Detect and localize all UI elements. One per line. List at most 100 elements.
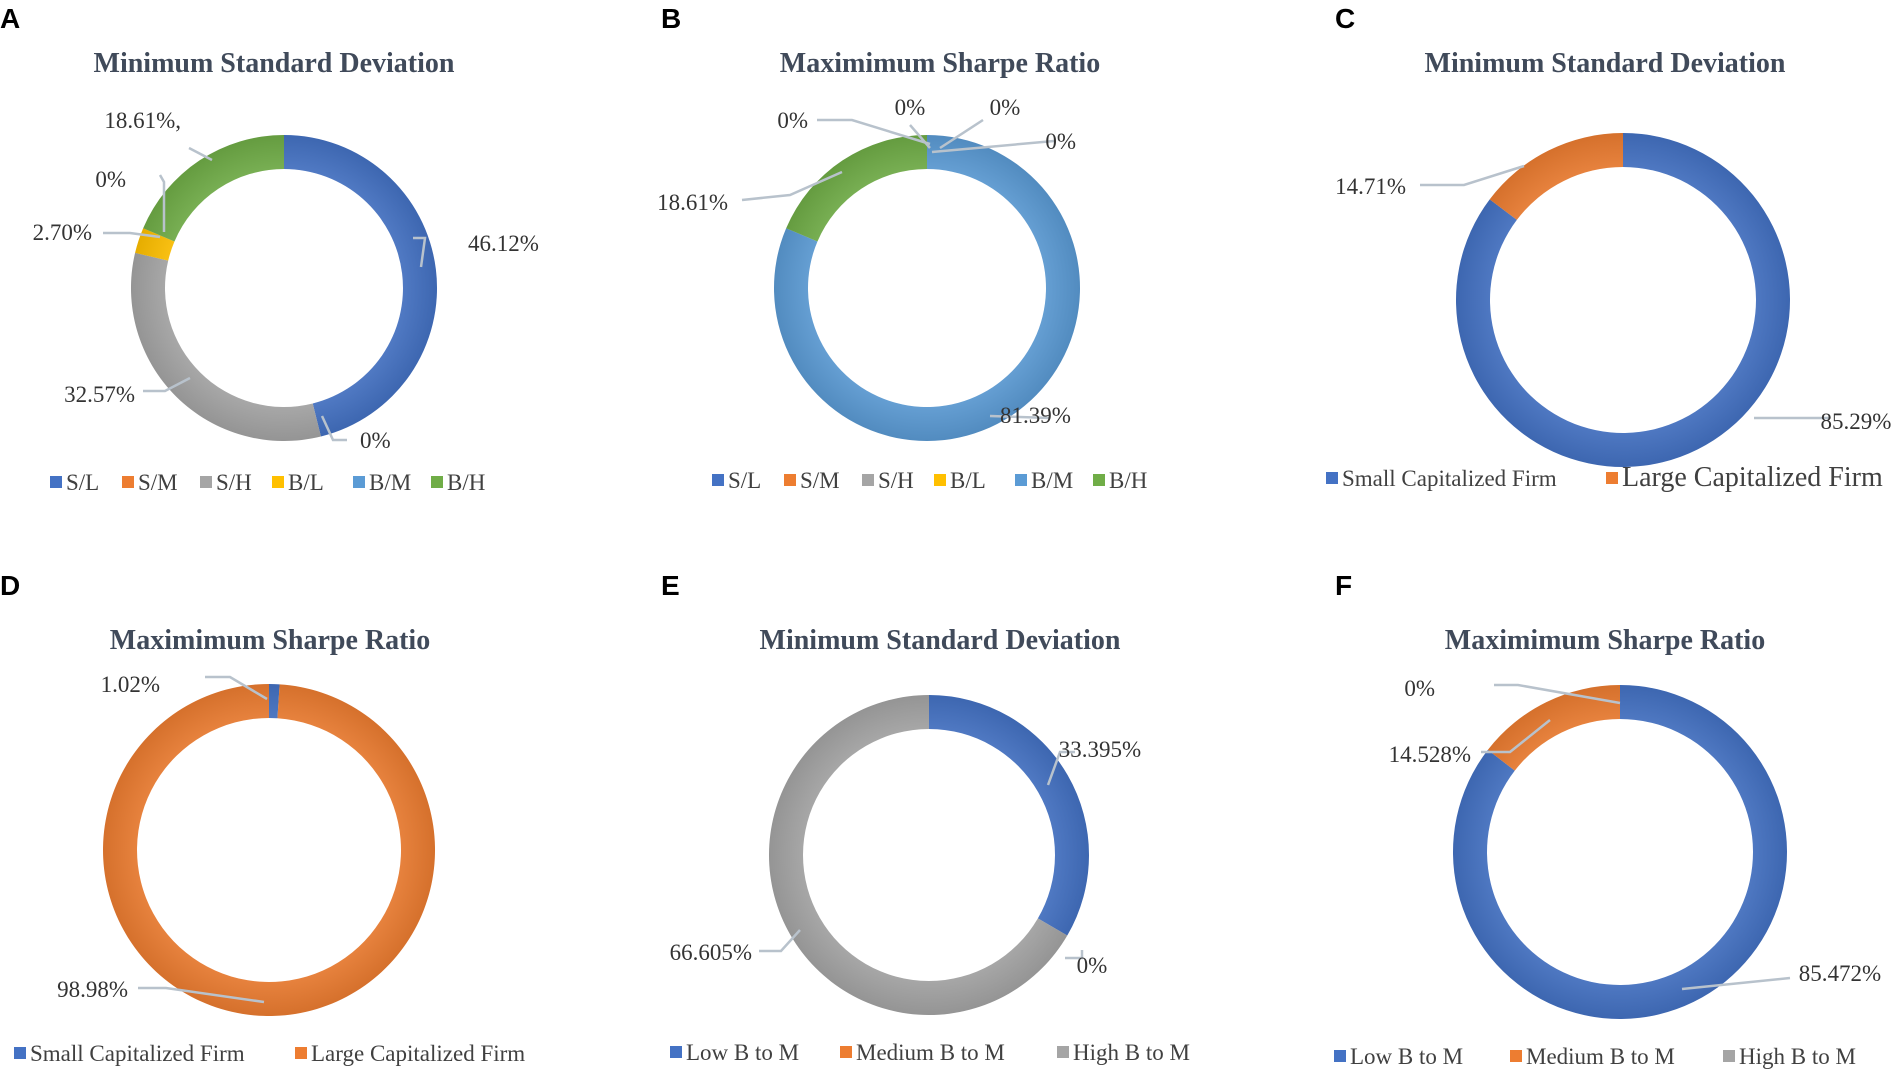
legend-label-s-m: S/M xyxy=(138,470,178,495)
donut-shading xyxy=(130,135,437,441)
legend-label-s-h: S/H xyxy=(216,470,252,495)
legend-label-medium-b-to-m: Medium B to M xyxy=(856,1040,1005,1065)
data-label-b-h: 18.61%, xyxy=(104,108,181,133)
data-label-medium-b-to-m: 14.528% xyxy=(1389,742,1471,767)
leader-line xyxy=(1481,719,1551,754)
legend-swatch-medium-b-to-m xyxy=(1510,1050,1522,1062)
legend-label-s-l: S/L xyxy=(66,470,99,495)
leader-line xyxy=(931,139,1055,154)
legend-swatch-s-l xyxy=(50,476,62,488)
leader-line xyxy=(817,118,931,146)
data-label-s-m: 0% xyxy=(360,428,391,453)
legend-label-large-capitalized-firm: Large Capitalized Firm xyxy=(1622,462,1883,493)
data-label-s-l: 0% xyxy=(895,95,926,120)
leader-line xyxy=(188,146,213,162)
chart-title: Maximimum Sharpe Ratio xyxy=(110,625,430,656)
data-label-b-m: 0% xyxy=(95,167,126,192)
legend-label-high-b-to-m: High B to M xyxy=(1739,1044,1856,1069)
legend-label-s-l: S/L xyxy=(728,468,761,493)
legend-label-b-m: B/M xyxy=(369,470,411,495)
legend-label-s-m: S/M xyxy=(800,468,840,493)
legend-swatch-s-m xyxy=(784,474,796,486)
legend-swatch-small-capitalized-firm xyxy=(1326,472,1338,484)
legend-swatch-large-capitalized-firm xyxy=(1606,472,1618,484)
legend-swatch-low-b-to-m xyxy=(670,1046,682,1058)
leader-line xyxy=(205,675,268,701)
legend-label-large-capitalized-firm: Large Capitalized Firm xyxy=(311,1041,525,1066)
legend-label-small-capitalized-firm: Small Capitalized Firm xyxy=(1342,466,1557,491)
data-label-b-m: 81.39% xyxy=(1000,403,1071,428)
chart-panel-a: A Minimum Standard Deviation 46.12% 0% 32.57… xyxy=(0,3,539,495)
data-label-b-l: 2.70% xyxy=(33,220,92,245)
legend-swatch-b-h xyxy=(431,476,443,488)
legend-label-low-b-to-m: Low B to M xyxy=(1350,1044,1463,1069)
leader-line xyxy=(1681,976,1791,991)
panel-letter-d: D xyxy=(0,570,20,601)
leader-line xyxy=(320,415,347,442)
legend-label-s-h: S/H xyxy=(878,468,914,493)
chart-title: Minimum Standard Deviation xyxy=(760,625,1121,656)
donut-shading xyxy=(1452,685,1787,1020)
leader-line xyxy=(939,118,984,150)
legend-label-small-capitalized-firm: Small Capitalized Firm xyxy=(30,1041,245,1066)
legend-swatch-s-m xyxy=(122,476,134,488)
data-label-low-b-to-m: 85.472% xyxy=(1799,961,1881,986)
legend-label-b-l: B/L xyxy=(288,470,324,495)
data-label-s-h: 32.57% xyxy=(64,382,135,407)
legend-swatch-low-b-to-m xyxy=(1334,1050,1346,1062)
data-label-high-b-to-m: 66.605% xyxy=(670,940,752,965)
legend-swatch-high-b-to-m xyxy=(1723,1050,1735,1062)
data-label-small-capitalized-firm: 1.02% xyxy=(101,672,160,697)
panel-letter-c: C xyxy=(1335,3,1355,34)
panel-letter-a: A xyxy=(0,3,20,34)
data-label-small-capitalized-firm: 85.29% xyxy=(1821,409,1892,434)
data-label-large-capitalized-firm: 98.98% xyxy=(57,977,128,1002)
legend-label-low-b-to-m: Low B to M xyxy=(686,1040,799,1065)
chart-title: Maximimum Sharpe Ratio xyxy=(1445,625,1765,656)
chart-panel-e: E Minimum Standard Deviation 33.395% 0% 66.6… xyxy=(661,570,1190,1065)
legend-swatch-s-l xyxy=(712,474,724,486)
leader-line xyxy=(1494,683,1621,705)
legend-label-b-h: B/H xyxy=(447,470,485,495)
chart-panel-c: C Minimum Standard Deviation 85.29% 14.71% S… xyxy=(1326,3,1891,493)
chart-title: Minimum Standard Deviation xyxy=(94,48,455,79)
leader-line xyxy=(1065,950,1084,960)
legend-swatch-medium-b-to-m xyxy=(840,1046,852,1058)
chart-panel-b: B Maximimum Sharpe Ratio 0% 0% 0% 0% 81.39% 18.… xyxy=(657,3,1147,493)
data-label-s-m: 0% xyxy=(990,95,1021,120)
panel-letter-e: E xyxy=(661,570,680,601)
legend-swatch-high-b-to-m xyxy=(1057,1046,1069,1058)
legend-label-b-l: B/L xyxy=(950,468,986,493)
legend-label-b-m: B/M xyxy=(1031,468,1073,493)
legend-swatch-s-h xyxy=(862,474,874,486)
legend-swatch-b-l xyxy=(272,476,284,488)
legend-swatch-b-h xyxy=(1093,474,1105,486)
data-label-large-capitalized-firm: 14.71% xyxy=(1335,174,1406,199)
data-label-low-b-to-m: 33.395% xyxy=(1059,737,1141,762)
leader-line xyxy=(1046,750,1075,786)
data-label-medium-b-to-m: 0% xyxy=(1077,953,1108,978)
legend-swatch-large-capitalized-firm xyxy=(295,1047,307,1059)
leader-line xyxy=(143,376,191,393)
legend-swatch-b-m xyxy=(1015,474,1027,486)
legend-label-b-h: B/H xyxy=(1109,468,1147,493)
leader-line xyxy=(138,986,265,1004)
legend-swatch-s-h xyxy=(200,476,212,488)
leader-line xyxy=(989,414,1051,420)
leader-line xyxy=(1420,164,1525,187)
legend-swatch-small-capitalized-firm xyxy=(14,1047,26,1059)
chart-panel-d: D Maximimum Sharpe Ratio 1.02% 98.98% Small … xyxy=(0,570,525,1066)
chart-title: Minimum Standard Deviation xyxy=(1425,48,1786,79)
leader-line xyxy=(103,231,161,239)
data-label-s-l: 46.12% xyxy=(468,231,539,256)
leader-line xyxy=(759,929,801,953)
legend-swatch-b-l xyxy=(934,474,946,486)
donut-shading xyxy=(1455,133,1790,467)
chart-title: Maximimum Sharpe Ratio xyxy=(780,48,1100,79)
panel-letter-b: B xyxy=(661,3,681,34)
data-label-b-h: 18.61% xyxy=(657,190,728,215)
data-label-s-h: 0% xyxy=(1045,129,1076,154)
data-label-b-l: 0% xyxy=(777,108,808,133)
legend-label-medium-b-to-m: Medium B to M xyxy=(1526,1044,1675,1069)
